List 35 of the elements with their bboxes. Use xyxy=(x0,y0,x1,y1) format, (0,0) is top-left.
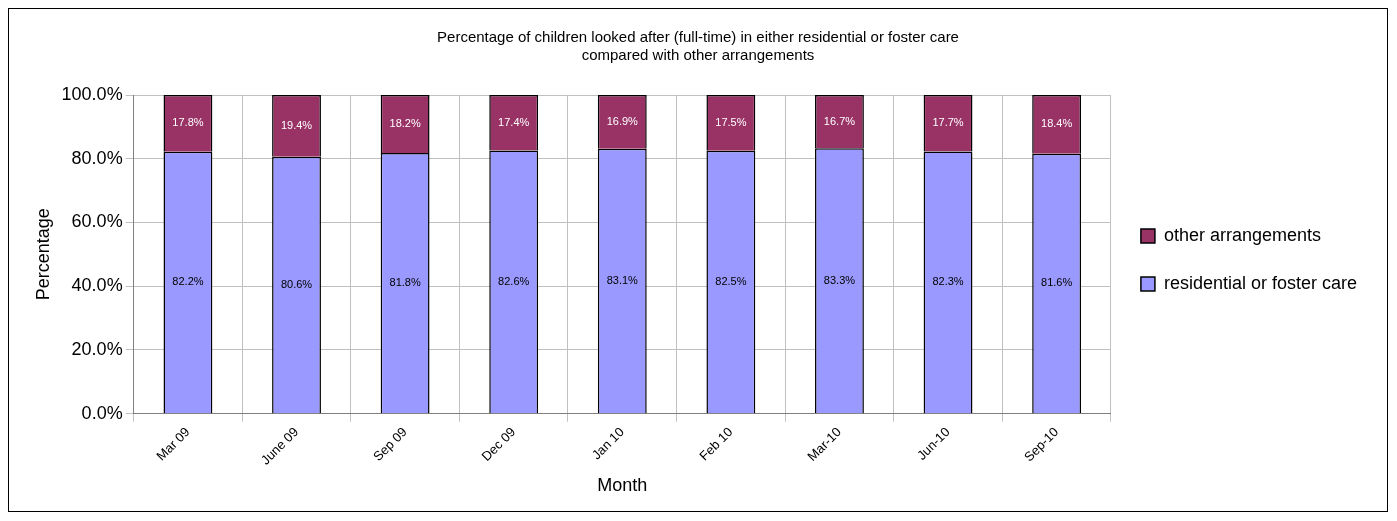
y-tick-label: 100.0% xyxy=(61,83,123,104)
y-tick-label: 0.0% xyxy=(81,402,123,423)
data-label: 81.6% xyxy=(1041,276,1073,289)
x-axis-title: Month xyxy=(597,475,648,496)
y-axis-title: Percentage xyxy=(32,208,53,301)
y-tick-label: 40.0% xyxy=(71,275,123,296)
data-label: 16.9% xyxy=(606,114,639,127)
y-tick-label: 20.0% xyxy=(71,338,123,359)
x-tick-label: Sep 09 xyxy=(370,424,410,464)
data-label: 80.6% xyxy=(280,278,313,291)
data-label: 19.4% xyxy=(280,118,313,131)
x-tick-label: Mar 09 xyxy=(153,424,193,464)
legend-label: other arrangements xyxy=(1163,224,1322,245)
text: Percentage of children looked after (full-time) in either residential or foster care xyxy=(437,28,959,46)
x-tick-label: Jan 10 xyxy=(588,424,627,463)
data-label: 17.8% xyxy=(172,116,204,129)
data-label: 17.4% xyxy=(498,115,530,128)
data-label: 82.3% xyxy=(932,275,964,288)
x-tick-label: Feb 10 xyxy=(696,424,736,464)
data-label: 82.6% xyxy=(498,274,530,287)
data-label: 81.8% xyxy=(389,276,421,289)
data-label: 17.5% xyxy=(715,115,747,128)
data-label: 18.4% xyxy=(1041,117,1073,130)
data-label: 82.2% xyxy=(172,275,204,288)
data-label: 83.3% xyxy=(823,273,856,286)
data-label: 82.5% xyxy=(715,274,747,287)
data-label: 18.2% xyxy=(389,117,421,130)
data-label: 17.7% xyxy=(932,116,964,129)
legend-label: residential or foster care xyxy=(1163,272,1358,293)
text: compared with other arrangements xyxy=(581,46,815,64)
data-label: 83.1% xyxy=(606,274,639,287)
data-label: 16.7% xyxy=(823,114,856,127)
y-tick-label: 80.0% xyxy=(71,147,123,168)
y-tick-label: 60.0% xyxy=(71,211,123,232)
x-tick-label: Dec 09 xyxy=(478,424,519,464)
